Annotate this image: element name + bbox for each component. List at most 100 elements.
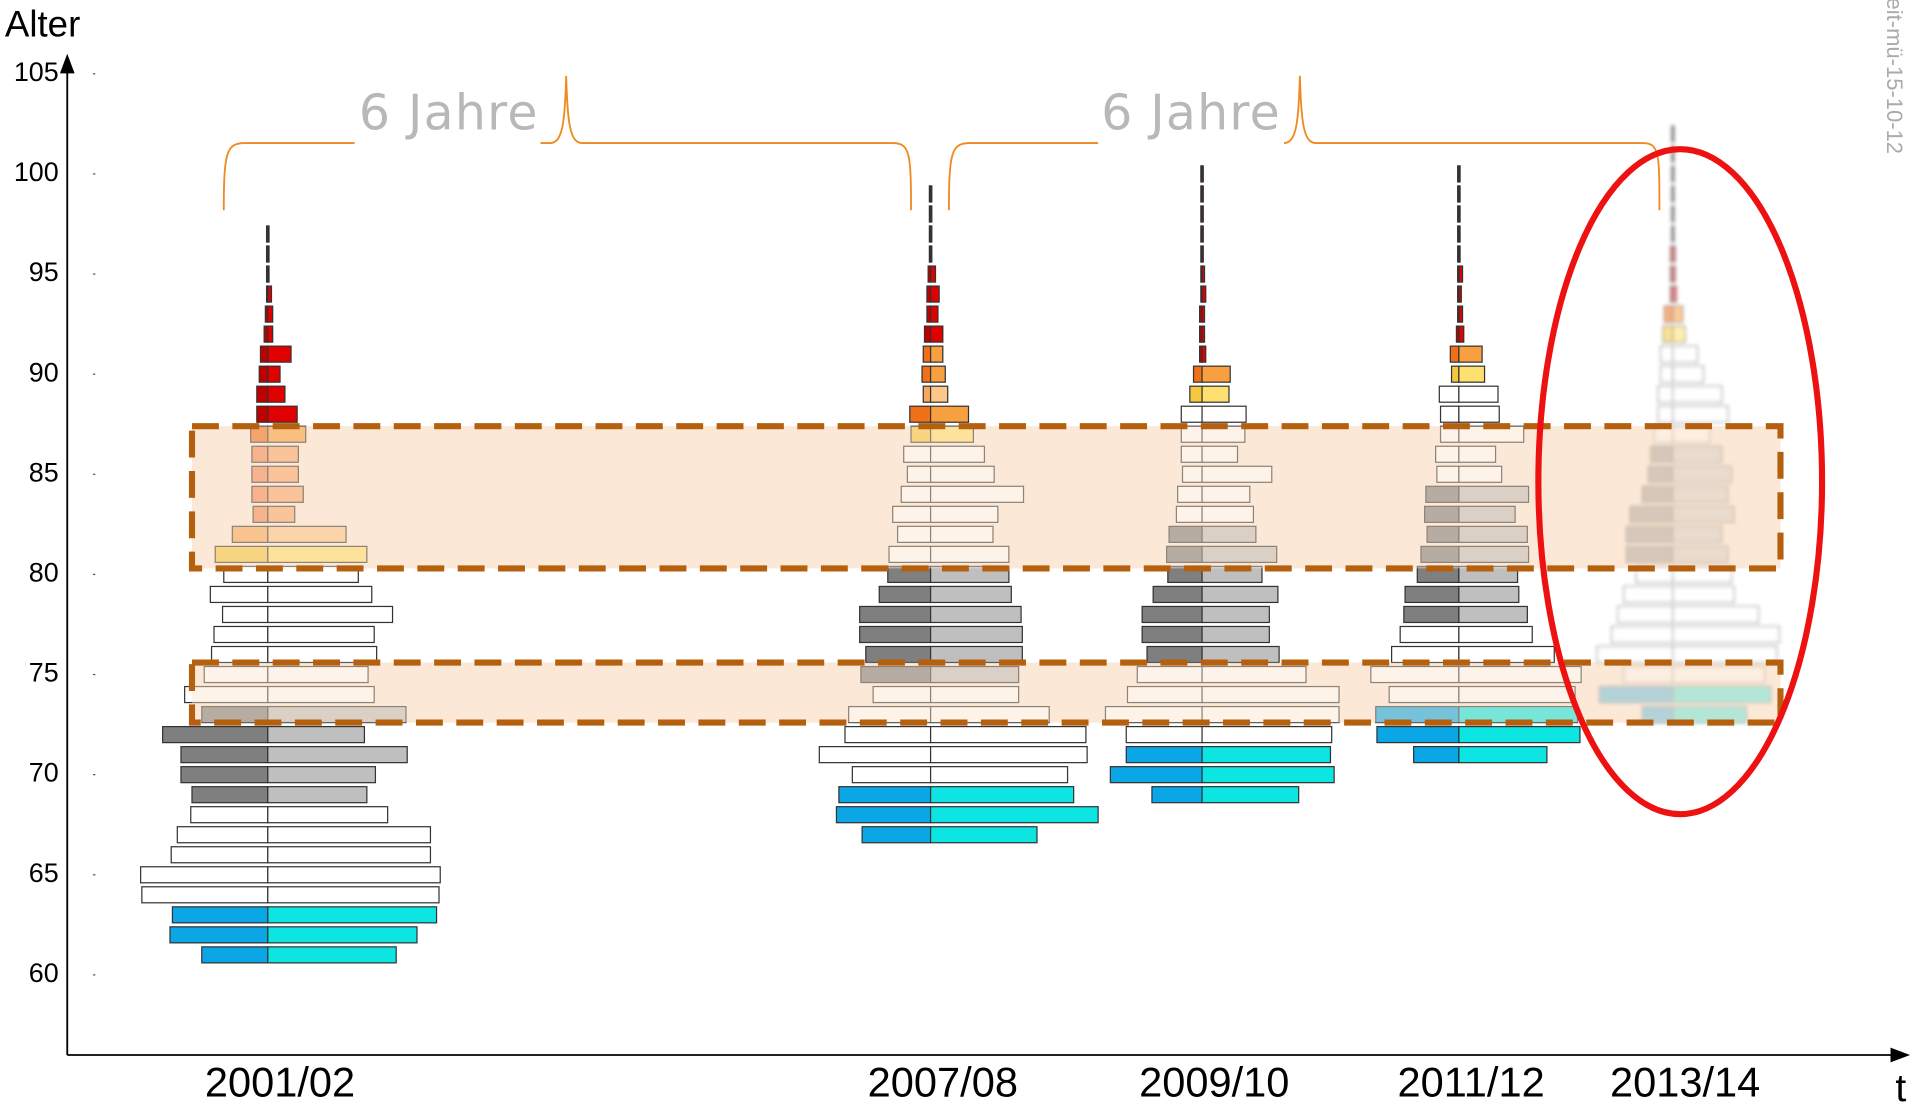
bar-female [1201, 485, 1251, 503]
y-tick-label: 75 [29, 658, 59, 688]
bar-female [929, 665, 1020, 684]
y-tick-label: 70 [29, 758, 59, 788]
y-axis-label: Alter [5, 4, 80, 45]
bar-female [267, 786, 368, 804]
bar-male [1151, 786, 1203, 804]
bar-female [1458, 525, 1528, 543]
bar-female [929, 245, 933, 263]
bar-male [838, 786, 932, 804]
bar-female [1458, 605, 1528, 624]
bar-female [1201, 605, 1270, 624]
bar-female [267, 485, 304, 503]
bar-female [1458, 585, 1520, 604]
y-tick-label: 105 [14, 57, 59, 87]
bar-female [1458, 245, 1461, 263]
bar-female [1458, 485, 1530, 503]
bar-female [1458, 665, 1582, 684]
bar-male [1404, 585, 1460, 604]
bar-female [1672, 605, 1760, 624]
y-tick-label: 90 [29, 357, 59, 387]
bar-female [1672, 325, 1686, 343]
bar-female [1201, 645, 1280, 664]
bar-male [1660, 365, 1674, 383]
bar-female [1672, 245, 1676, 263]
highlight-band-border [188, 659, 1784, 726]
y-ticks: 60 65 70 75 80 85 90 95 100 105 [14, 57, 96, 988]
bar-female [1458, 265, 1464, 283]
bar-male [1439, 405, 1460, 423]
bar-female [1672, 525, 1723, 543]
bar-female [267, 946, 397, 964]
bar-female [1672, 585, 1735, 604]
bar-female [267, 405, 298, 423]
bar-female [929, 265, 937, 283]
bar-male [922, 385, 932, 403]
bar-female [267, 225, 270, 243]
bar-female [1458, 185, 1461, 203]
bar-female [1672, 285, 1678, 303]
bar-female [267, 465, 299, 483]
bar-male [878, 585, 932, 604]
bar-male [1657, 405, 1674, 423]
bar-male [909, 405, 932, 423]
bar-female [267, 746, 408, 764]
bar-male [1141, 625, 1203, 644]
bar-female [267, 866, 441, 884]
bar-female [929, 746, 1088, 764]
bar-male [256, 385, 269, 403]
bar-female [267, 585, 373, 604]
bar-female [1458, 345, 1483, 363]
bar-female [267, 365, 281, 383]
brace [948, 75, 1661, 211]
bar-female [1672, 485, 1729, 503]
bar-male [923, 325, 932, 343]
x-tick-label: 2013/14 [1610, 1059, 1760, 1106]
pyramid [140, 225, 441, 964]
bar-female [1458, 445, 1497, 463]
bar-female [929, 325, 944, 343]
bar-female [1458, 385, 1499, 403]
bar-female [267, 305, 274, 323]
bar-male [1399, 625, 1460, 644]
bar-male [180, 766, 269, 784]
bar-female [929, 365, 946, 383]
bar-male [258, 365, 269, 383]
bar-male [1403, 605, 1460, 624]
bar-male [1663, 305, 1674, 323]
bar-male [176, 826, 269, 844]
bar-female [267, 806, 389, 824]
bar-female [929, 305, 939, 323]
bar-male [1611, 625, 1674, 644]
bar-male [921, 365, 932, 383]
bar-female [267, 725, 366, 744]
bar-female [1458, 205, 1461, 223]
bar-male [259, 345, 269, 363]
bar-female [1201, 585, 1279, 604]
bar-female [1201, 325, 1206, 343]
y-tick-label: 60 [29, 958, 59, 988]
bar-male [221, 605, 269, 624]
bar-female [267, 345, 292, 363]
x-tick-label: 2001/02 [205, 1059, 355, 1106]
bar-male [1376, 725, 1460, 744]
bar-male [1617, 605, 1674, 624]
bar-male [859, 605, 932, 624]
x-axis-arrow [1890, 1047, 1911, 1063]
bar-female [1672, 345, 1698, 363]
y-tick-label: 80 [29, 558, 59, 588]
bar-female [1458, 305, 1464, 323]
bar-female [1672, 625, 1780, 644]
bar-female [1201, 445, 1239, 463]
y-tick-label: 85 [29, 457, 59, 487]
bar-male [1189, 385, 1203, 403]
bar-female [929, 225, 933, 243]
bar-female [267, 525, 347, 543]
bar-female [1201, 305, 1206, 323]
bar-female [929, 725, 1087, 744]
bar-male [1623, 585, 1674, 604]
bar-female [1458, 325, 1465, 343]
bar-female [1672, 405, 1729, 423]
bar-male [1180, 405, 1203, 423]
bar-female [267, 906, 438, 924]
